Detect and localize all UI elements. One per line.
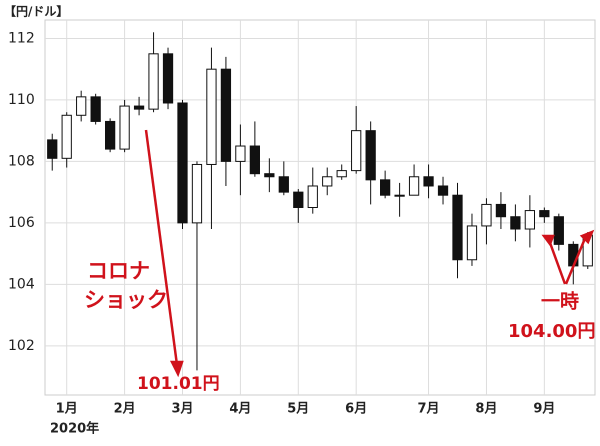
- y-tick-label: 102: [8, 338, 35, 354]
- candle-body: [380, 179, 391, 196]
- candle-body: [47, 139, 58, 159]
- arrow-head: [169, 360, 184, 378]
- candle-body: [133, 105, 145, 110]
- arrow-head: [579, 229, 595, 245]
- candle-body: [553, 216, 564, 245]
- x-tick-label: 3月: [171, 402, 193, 417]
- candle-body: [437, 185, 449, 196]
- candle-body: [322, 176, 333, 187]
- arrow: [144, 129, 179, 366]
- x-tick-label: 9月: [533, 402, 555, 417]
- candle-body: [495, 203, 507, 218]
- candle-body: [351, 130, 362, 172]
- year-label: 2020年: [50, 421, 99, 437]
- candle-body: [76, 96, 87, 116]
- candle-body: [568, 243, 579, 267]
- candle-body: [336, 170, 347, 178]
- plot-frame: [44, 19, 596, 396]
- x-tick-label: 8月: [475, 402, 497, 417]
- candle-body: [90, 96, 101, 122]
- candle-body: [466, 225, 478, 261]
- candle-body: [61, 114, 72, 159]
- candle-body: [293, 191, 304, 209]
- y-tick-label: 110: [8, 92, 35, 108]
- candle-body: [452, 194, 463, 261]
- annotation: コロナ: [87, 259, 150, 283]
- candle-body: [524, 210, 535, 230]
- arrow: [547, 239, 567, 285]
- y-tick-label: 112: [8, 30, 35, 46]
- x-tick-label: 4月: [229, 402, 251, 417]
- annotation: ショック: [84, 288, 168, 312]
- x-tick-label: 2月: [114, 402, 136, 417]
- candle-body: [220, 68, 232, 162]
- annotation: 101.01円: [137, 374, 220, 394]
- candle-body: [235, 145, 246, 162]
- x-tick-label: 5月: [287, 402, 309, 417]
- annotation: 104.00円: [508, 321, 595, 342]
- candle-body: [148, 53, 159, 110]
- annotation: 一時: [541, 291, 579, 313]
- arrow-head: [541, 234, 555, 247]
- candle-body: [119, 105, 130, 150]
- candle-body: [481, 203, 492, 227]
- candle-body: [249, 145, 261, 175]
- unit-label: 【円/ドル】: [4, 4, 68, 19]
- candle-body: [510, 216, 521, 230]
- candle-body: [191, 163, 203, 224]
- candle-body: [408, 176, 420, 196]
- candle-body: [105, 120, 116, 150]
- candle-body: [162, 53, 174, 104]
- x-tick-label: 6月: [345, 402, 367, 417]
- x-tick-label: 1月: [56, 402, 78, 417]
- y-tick-label: 104: [8, 276, 35, 292]
- candle-body: [278, 176, 289, 193]
- candle-body: [206, 68, 217, 165]
- candle-body: [264, 173, 275, 178]
- x-tick-label: 7月: [418, 402, 440, 417]
- candle-body: [177, 102, 188, 224]
- candle-body: [365, 130, 376, 181]
- arrow: [564, 235, 588, 285]
- arrows: [144, 129, 595, 378]
- candle-body: [394, 194, 405, 197]
- candle-body: [423, 176, 434, 187]
- candle-body: [307, 185, 318, 209]
- candle-body: [539, 210, 550, 218]
- y-tick-label: 108: [8, 153, 35, 169]
- y-tick-label: 106: [8, 215, 35, 231]
